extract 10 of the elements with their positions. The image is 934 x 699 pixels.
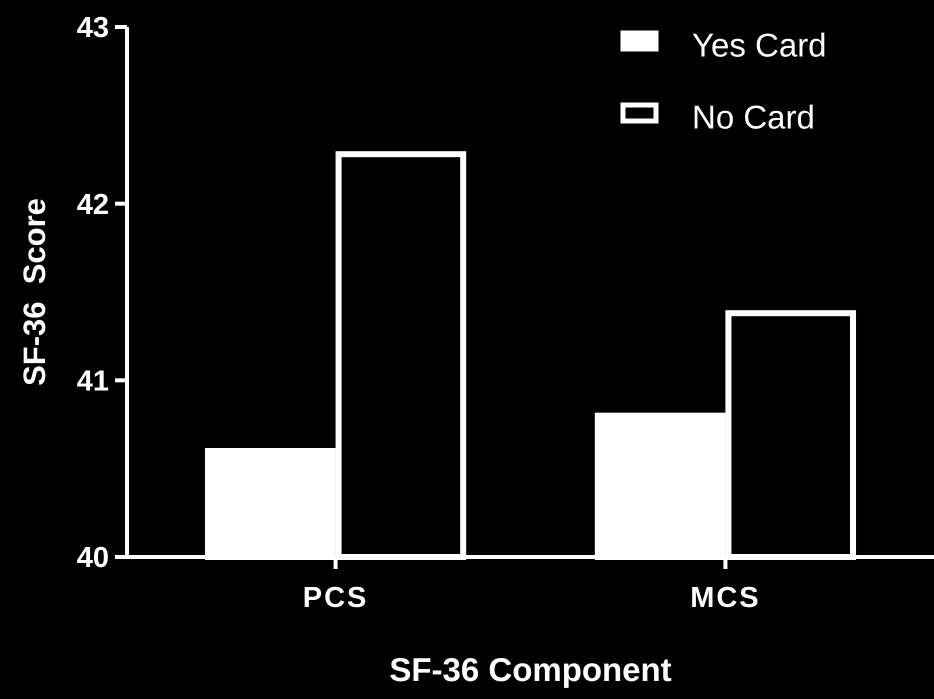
y-tick-label: 43 (76, 12, 109, 44)
x-tick-label: PCS (302, 582, 368, 614)
x-tick-label: MCS (690, 582, 761, 614)
legend-label: No Card (692, 98, 815, 136)
x-axis-title: SF-36 Component (389, 651, 672, 688)
y-tick-label: 41 (76, 365, 109, 398)
legend-label: Yes Card (692, 26, 827, 64)
y-tick-label: 40 (76, 542, 109, 574)
y-tick-label: 42 (76, 188, 109, 221)
y-axis-title: SF-36 Score (17, 198, 52, 386)
